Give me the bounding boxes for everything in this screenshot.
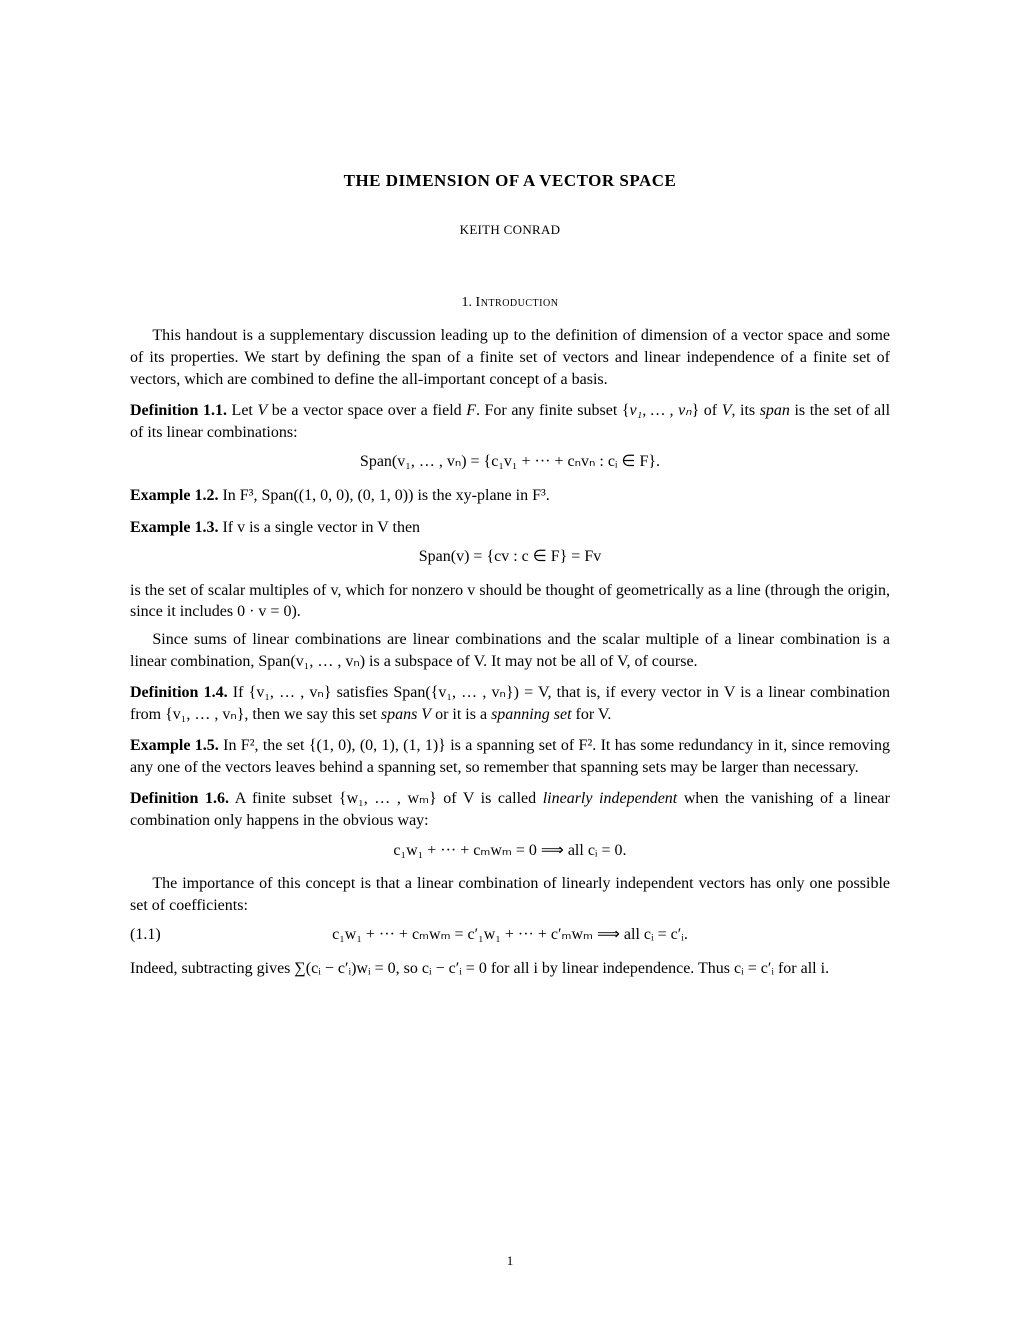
section-number: 1.: [462, 295, 473, 310]
definition-label: Definition 1.6.: [130, 790, 229, 807]
example-label: Example 1.2.: [130, 487, 218, 504]
def11-V: V: [257, 402, 267, 419]
def11-F: F: [466, 402, 476, 419]
ex13-continuation: is the set of scalar multiples of v, whi…: [130, 580, 890, 623]
def14-spanning: spanning set: [491, 706, 571, 723]
paragraph-indeed: Indeed, subtracting gives ∑(cᵢ − c′ᵢ)wᵢ …: [130, 958, 890, 980]
section-heading: 1. Introduction: [130, 294, 890, 313]
equation-span-def: Span(v₁, … , vₙ) = {c₁v₁ + ··· + cₙvₙ : …: [130, 451, 890, 473]
page: THE DIMENSION OF A VECTOR SPACE KEITH CO…: [0, 0, 1020, 1320]
section-name: Introduction: [476, 295, 559, 310]
def14-text-b: or it is a: [431, 706, 491, 723]
definition-label: Definition 1.1.: [130, 402, 227, 419]
def14-spans: spans V: [381, 706, 431, 723]
definition-label: Definition 1.4.: [130, 684, 228, 701]
definition-1-4: Definition 1.4. If {v₁, … , vₙ} satisfie…: [130, 682, 890, 725]
example-1-5: Example 1.5. In F², the set {(1, 0), (0,…: [130, 735, 890, 778]
example-1-3: Example 1.3. If v is a single vector in …: [130, 517, 890, 539]
def11-v1vn: v₁, … , vₙ: [630, 402, 692, 419]
def14-text-c: for V.: [572, 706, 612, 723]
def11-span: span: [760, 402, 790, 419]
equation-1-1: (1.1) c₁w₁ + ··· + cₘwₘ = c′₁w₁ + ··· + …: [130, 924, 890, 946]
definition-1-1: Definition 1.1. Let V be a vector space …: [130, 400, 890, 443]
equation-linear-independence: c₁w₁ + ··· + cₘwₘ = 0 ⟹ all cᵢ = 0.: [130, 840, 890, 862]
example-label: Example 1.3.: [130, 519, 218, 536]
def11-V2: V: [722, 402, 732, 419]
paragraph-importance: The importance of this concept is that a…: [130, 873, 890, 916]
equation-span-v: Span(v) = {cv : c ∈ F} = Fv: [130, 546, 890, 568]
ex15-text: In F², the set {(1, 0), (0, 1), (1, 1)} …: [130, 737, 890, 776]
paragraph-sums: Since sums of linear combinations are li…: [130, 629, 890, 672]
def11-text-c: . For any finite subset {: [476, 402, 630, 419]
def11-text-d: } of: [692, 402, 722, 419]
intro-paragraph: This handout is a supplementary discussi…: [130, 325, 890, 390]
def11-text-e: , its: [731, 402, 759, 419]
definition-1-6: Definition 1.6. A finite subset {w₁, … ,…: [130, 788, 890, 831]
example-1-2: Example 1.2. In F³, Span((1, 0, 0), (0, …: [130, 485, 890, 507]
paper-title: THE DIMENSION OF A VECTOR SPACE: [130, 170, 890, 193]
paper-author: KEITH CONRAD: [130, 221, 890, 239]
ex13-text: If v is a single vector in V then: [218, 519, 420, 536]
def16-li: linearly independent: [543, 790, 678, 807]
def11-text-b: be a vector space over a field: [267, 402, 466, 419]
equation-number: (1.1): [130, 924, 190, 946]
page-number: 1: [0, 1252, 1020, 1270]
equation-body: c₁w₁ + ··· + cₘwₘ = c′₁w₁ + ··· + c′ₘwₘ …: [190, 924, 830, 946]
def16-text-a: A finite subset {w₁, … , wₘ} of V is cal…: [229, 790, 543, 807]
example-label: Example 1.5.: [130, 737, 219, 754]
def11-text-a: Let: [227, 402, 257, 419]
ex12-text: In F³, Span((1, 0, 0), (0, 1, 0)) is the…: [218, 487, 549, 504]
